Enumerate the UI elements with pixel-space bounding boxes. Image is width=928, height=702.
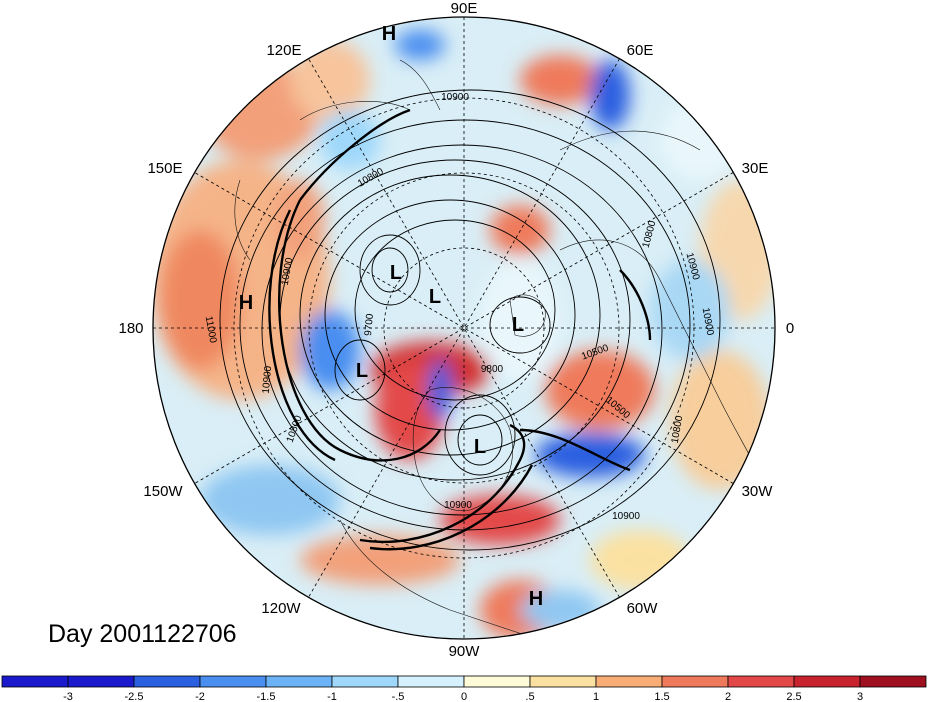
- colorbar-tick-label: 2.5: [786, 691, 801, 702]
- colorbar-box: [463, 675, 531, 688]
- colorbar-tick-label: 1: [593, 691, 599, 702]
- lon-label-60w: 60W: [627, 600, 659, 617]
- low-center-marker: L: [390, 262, 402, 284]
- colorbar-box: [529, 675, 597, 688]
- colorbar-box: [199, 675, 267, 688]
- lon-label-0: 0: [786, 320, 794, 337]
- low-center-marker: L: [474, 436, 486, 458]
- colorbar-box: [859, 675, 927, 688]
- colorbar-tick-label: -3: [63, 691, 73, 702]
- high-center-marker: H: [382, 23, 396, 45]
- contour-label: 10900: [261, 365, 274, 394]
- colorbar-box: [661, 675, 729, 688]
- graticule: [153, 17, 775, 639]
- colorbar-tick-label: -.5: [392, 691, 405, 702]
- colorbar-box: [793, 675, 861, 688]
- colorbar-tick-labels: -3 -2.5 -2 -1.5 -1 -.5 0 .5 1 1.5 2 2.5 3: [63, 691, 863, 702]
- colorbar-box: [397, 675, 465, 688]
- colorbar-box: [331, 675, 399, 688]
- low-center-marker: L: [356, 360, 368, 382]
- colorbar-tick-label: -2.5: [125, 691, 144, 702]
- colorbar-tick-label: 1.5: [654, 691, 669, 702]
- contour-label: 10900: [700, 307, 716, 337]
- lon-label-60e: 60E: [627, 42, 654, 59]
- colorbar-tick-label: 0: [461, 691, 467, 702]
- colorbar-tick-label: -1.5: [257, 691, 276, 702]
- lon-label-30e: 30E: [742, 160, 769, 177]
- contour-label: 11000: [203, 315, 219, 344]
- contour-label: 10900: [612, 511, 640, 522]
- contour-label: 9800: [481, 364, 504, 375]
- anomaly-blobs: [153, 30, 775, 639]
- lon-label-180: 180: [118, 320, 143, 337]
- colorbar-box: [67, 675, 135, 688]
- date-title: Day 2001122706: [48, 620, 237, 648]
- colorbar-boxes: [1, 675, 927, 688]
- lon-label-90e: 90E: [451, 0, 478, 17]
- height-contours: [219, 89, 721, 551]
- low-center-marker: L: [512, 314, 524, 336]
- colorbar-tick-label: 3: [857, 691, 863, 702]
- colorbar-box: [265, 675, 333, 688]
- map-border: [152, 16, 776, 640]
- colorbar-tick-label: -2: [195, 691, 205, 702]
- lon-label-30w: 30W: [742, 483, 774, 500]
- colorbar-tick-label: .5: [525, 691, 534, 702]
- colorbar-box: [1, 675, 69, 688]
- contour-label: 10900: [444, 500, 472, 511]
- colorbar-box: [133, 675, 201, 688]
- high-center-marker: H: [239, 292, 253, 314]
- lon-label-90w: 90W: [449, 643, 481, 660]
- colorbar-box: [727, 675, 795, 688]
- colorbar-tick-label: -1: [327, 691, 337, 702]
- colorbar: -3 -2.5 -2 -1.5 -1 -.5 0 .5 1 1.5 2 2.5 3: [1, 675, 927, 702]
- colorbar-tick-label: 2: [725, 691, 731, 702]
- contour-label: 10900: [441, 92, 469, 103]
- contour-label: 9700: [363, 313, 376, 337]
- colorbar-box: [595, 675, 663, 688]
- high-center-marker: H: [529, 588, 543, 610]
- contour-label: 10900: [280, 256, 296, 286]
- lon-label-120e: 120E: [266, 42, 301, 59]
- lon-label-120w: 120W: [261, 600, 301, 617]
- lon-label-150w: 150W: [143, 483, 183, 500]
- longitude-labels: 90E 60E 30E 0 30W 60W 90W 120W 150W 180 …: [118, 0, 794, 660]
- contour-label: 10800: [670, 414, 686, 444]
- pressure-centers: H H H L L L L L: [239, 23, 543, 610]
- lon-label-150e: 150E: [147, 160, 182, 177]
- low-center-marker: L: [429, 286, 441, 308]
